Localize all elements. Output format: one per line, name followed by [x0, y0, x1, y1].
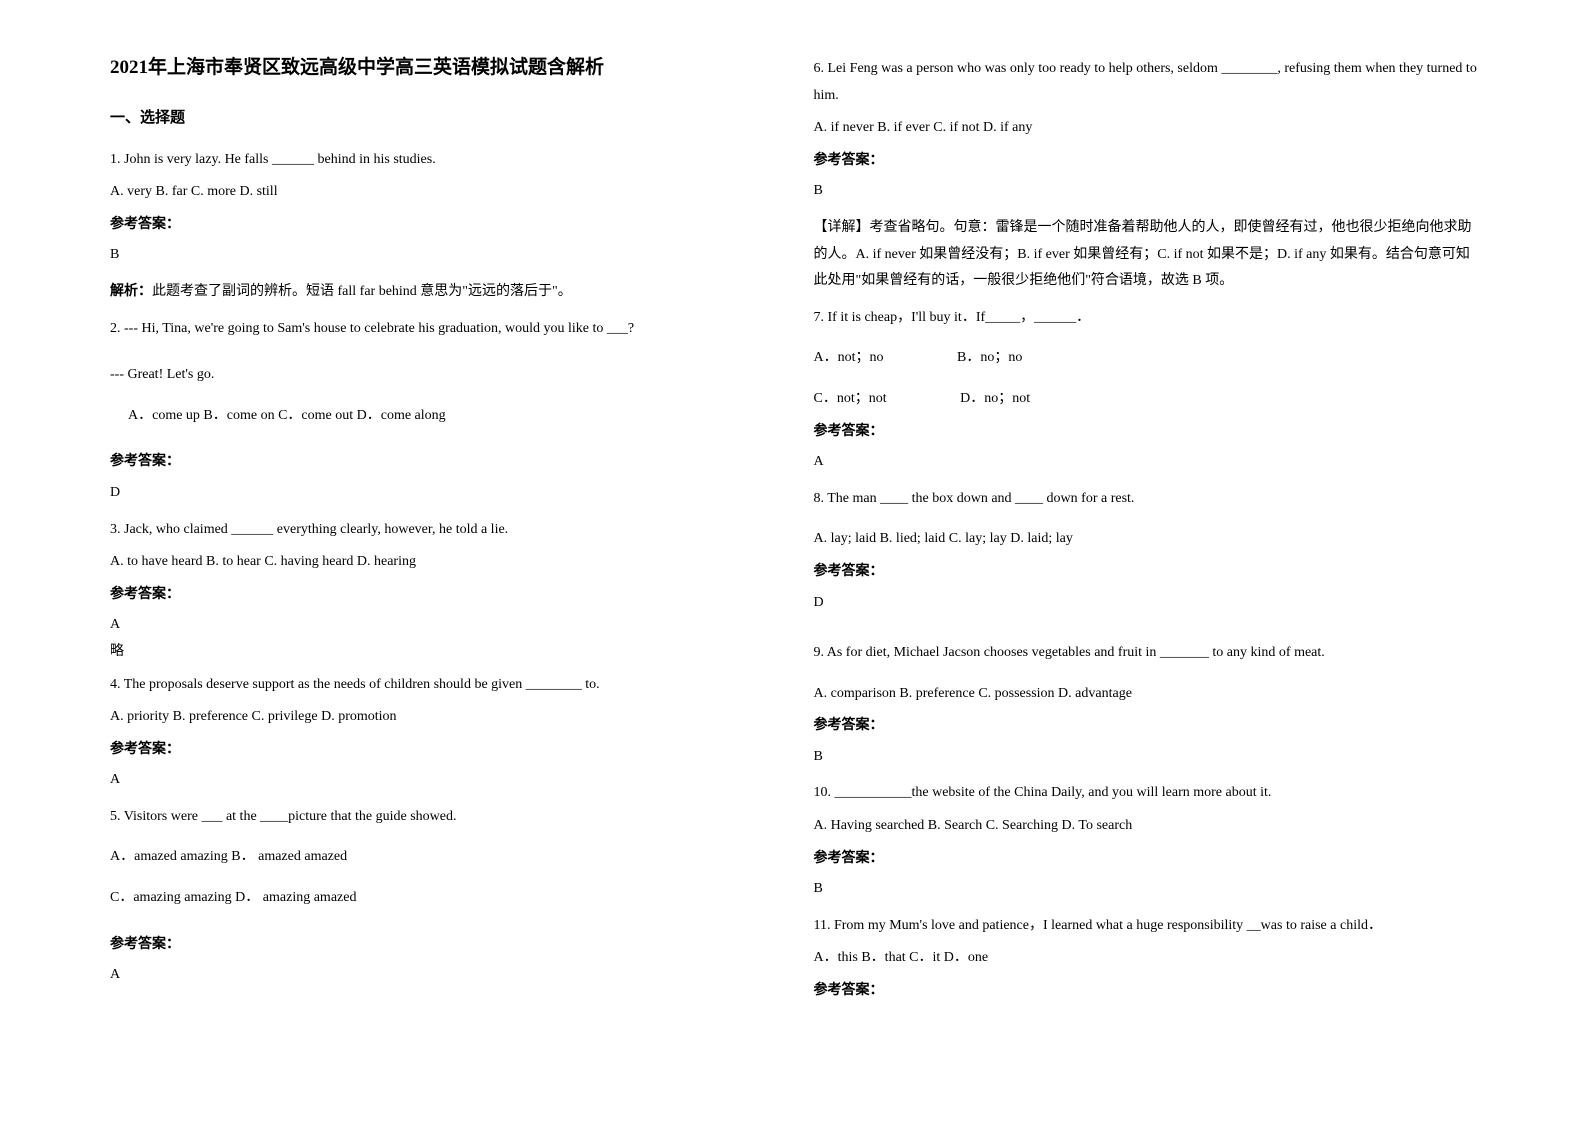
q10-answer: B [814, 876, 1478, 903]
right-column: 6. Lei Feng was a person who was only to… [794, 50, 1498, 1072]
q7-opt-a: A．not；no [814, 350, 884, 365]
section-1-header: 一、选择题 [110, 104, 774, 133]
q3-answer-label: 参考答案： [110, 582, 774, 609]
q7-answer-label: 参考答案： [814, 419, 1478, 446]
q6-options: A. if never B. if ever C. if not D. if a… [814, 115, 1478, 142]
document-title: 2021年上海市奉贤区致远高级中学高三英语模拟试题含解析 [110, 50, 774, 86]
q9-options: A. comparison B. preference C. possessio… [814, 681, 1478, 708]
q1-analysis-label: 解析： [110, 284, 152, 299]
q7-options-row1: A．not；no B．no；no [814, 345, 1478, 372]
q3-answer: A [110, 612, 774, 639]
q11-text: 11. From my Mum's love and patience，I le… [814, 913, 1478, 940]
q6-text: 6. Lei Feng was a person who was only to… [814, 56, 1478, 109]
q5-text: 5. Visitors were ___ at the ____picture … [110, 804, 774, 831]
q9-answer: B [814, 744, 1478, 771]
q5-answer: A [110, 962, 774, 989]
q6-answer-label: 参考答案： [814, 148, 1478, 175]
q9-answer-label: 参考答案： [814, 713, 1478, 740]
left-column: 2021年上海市奉贤区致远高级中学高三英语模拟试题含解析 一、选择题 1. Jo… [90, 50, 794, 1072]
q7-text: 7. If it is cheap，I'll buy it．If_____，__… [814, 305, 1478, 332]
q2-text: 2. --- Hi, Tina, we're going to Sam's ho… [110, 316, 774, 343]
q11-options: A．this B．that C．it D．one [814, 945, 1478, 972]
q2-answer: D [110, 480, 774, 507]
q5-options-b: C．amazing amazing D． amazing amazed [110, 885, 774, 912]
q5-answer-label: 参考答案： [110, 932, 774, 959]
q3-note: 略 [110, 639, 774, 666]
q1-analysis-text: 此题考查了副词的辨析。短语 fall far behind 意思为"远远的落后于… [152, 284, 572, 299]
q10-options: A. Having searched B. Search C. Searchin… [814, 813, 1478, 840]
q8-answer-label: 参考答案： [814, 559, 1478, 586]
q4-answer-label: 参考答案： [110, 737, 774, 764]
q2-text2: --- Great! Let's go. [110, 362, 774, 389]
q7-opt-d: D．no；not [960, 391, 1030, 406]
q7-opt-b: B．no；no [957, 350, 1022, 365]
q9-text: 9. As for diet, Michael Jacson chooses v… [814, 640, 1478, 667]
q2-options: A．come up B．come on C．come out D．come al… [110, 403, 774, 430]
q7-options-row2: C．not；not D．no；not [814, 386, 1478, 413]
q4-text: 4. The proposals deserve support as the … [110, 672, 774, 699]
q2-answer-label: 参考答案： [110, 449, 774, 476]
q7-answer: A [814, 449, 1478, 476]
q10-text: 10. ___________the website of the China … [814, 780, 1478, 807]
q1-analysis: 解析：此题考查了副词的辨析。短语 fall far behind 意思为"远远的… [110, 279, 774, 306]
q7-opt-c: C．not；not [814, 391, 887, 406]
q8-options: A. lay; laid B. lied; laid C. lay; lay D… [814, 526, 1478, 553]
q8-text: 8. The man ____ the box down and ____ do… [814, 486, 1478, 513]
q8-answer: D [814, 590, 1478, 617]
q3-options: A. to have heard B. to hear C. having he… [110, 549, 774, 576]
q1-text: 1. John is very lazy. He falls ______ be… [110, 147, 774, 174]
q5-options-a: A．amazed amazing B． amazed amazed [110, 844, 774, 871]
q1-options: A. very B. far C. more D. still [110, 179, 774, 206]
q1-answer-label: 参考答案： [110, 212, 774, 239]
q10-answer-label: 参考答案： [814, 846, 1478, 873]
q1-answer: B [110, 242, 774, 269]
q3-text: 3. Jack, who claimed ______ everything c… [110, 517, 774, 544]
q11-answer-label: 参考答案： [814, 978, 1478, 1005]
q6-analysis: 【详解】考查省略句。句意：雷锋是一个随时准备着帮助他人的人，即使曾经有过，他也很… [814, 215, 1478, 295]
q4-options: A. priority B. preference C. privilege D… [110, 704, 774, 731]
q4-answer: A [110, 767, 774, 794]
q6-answer: B [814, 178, 1478, 205]
